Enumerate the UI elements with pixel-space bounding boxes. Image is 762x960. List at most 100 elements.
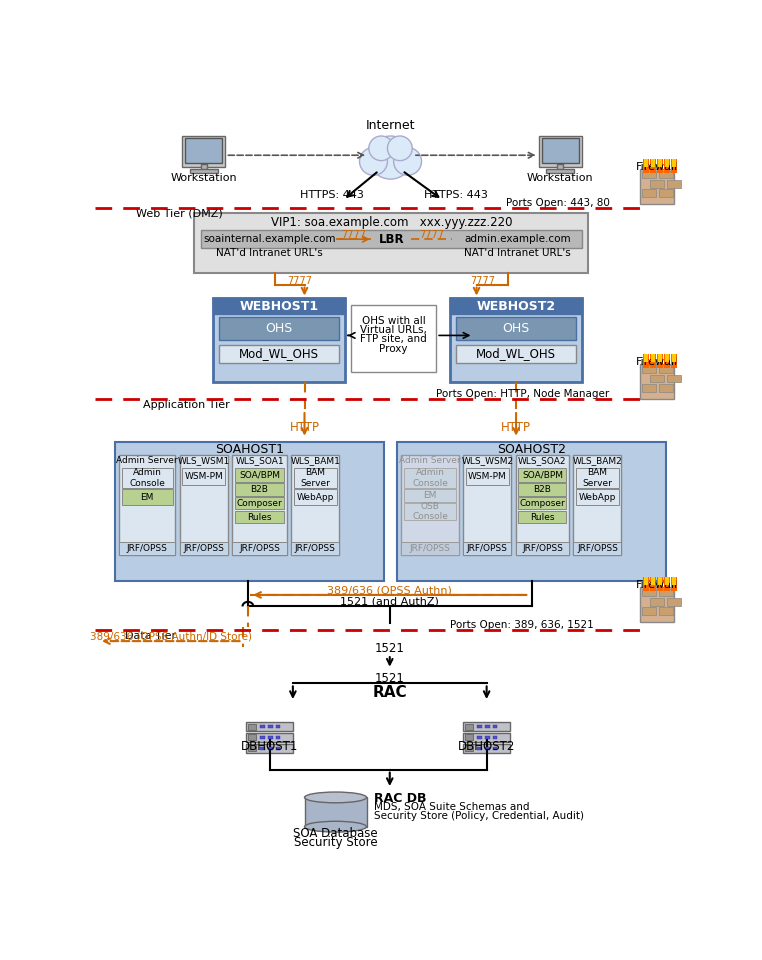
Bar — [213, 299, 344, 382]
Text: Firewall: Firewall — [636, 356, 678, 367]
Text: soainternal.example.com: soainternal.example.com — [203, 234, 336, 244]
Text: Admin
Console: Admin Console — [130, 468, 165, 488]
Text: JRF/OPSS: JRF/OPSS — [239, 544, 280, 553]
Text: NAT'd Intranet URL's: NAT'd Intranet URL's — [464, 248, 571, 258]
Bar — [640, 588, 674, 622]
Bar — [235, 497, 284, 510]
Bar — [293, 490, 337, 505]
Bar — [185, 138, 223, 163]
Bar — [665, 159, 669, 167]
Bar — [219, 345, 338, 363]
Text: WSM-PM: WSM-PM — [184, 471, 223, 481]
Text: 7777: 7777 — [287, 276, 312, 286]
Bar — [404, 503, 456, 520]
Bar — [200, 230, 582, 249]
Text: B2B: B2B — [251, 485, 268, 494]
Text: EM: EM — [140, 492, 154, 502]
Bar — [574, 455, 622, 555]
Bar — [463, 732, 510, 742]
Text: JRF/OPSS: JRF/OPSS — [522, 544, 563, 553]
Bar — [261, 725, 265, 728]
Bar — [485, 747, 490, 750]
Text: HTTPS: 443: HTTPS: 443 — [424, 190, 488, 201]
Bar — [219, 317, 338, 340]
Bar — [235, 468, 284, 482]
Text: Mod_WL_OHS: Mod_WL_OHS — [476, 348, 556, 360]
Bar — [276, 725, 280, 728]
Bar — [546, 169, 575, 173]
Text: 389/636 (OPSS Authn): 389/636 (OPSS Authn) — [328, 586, 452, 595]
Bar — [664, 159, 670, 173]
Text: SOA Database: SOA Database — [293, 828, 378, 840]
Bar — [650, 180, 664, 187]
Bar — [644, 577, 648, 585]
Bar — [650, 598, 664, 606]
Bar — [268, 735, 273, 739]
Bar — [463, 722, 510, 732]
Circle shape — [394, 148, 421, 176]
Bar — [397, 443, 667, 581]
Bar — [114, 443, 384, 581]
Bar — [643, 159, 648, 173]
Text: Ports Open: 443, 80: Ports Open: 443, 80 — [506, 198, 610, 208]
Bar — [248, 745, 256, 752]
Text: OHS: OHS — [265, 322, 293, 335]
Bar — [658, 354, 661, 362]
Text: Application Tier: Application Tier — [143, 399, 230, 410]
Bar — [493, 725, 498, 728]
Text: Proxy: Proxy — [379, 344, 408, 353]
Bar — [122, 490, 173, 505]
Bar — [650, 374, 664, 382]
Bar — [232, 541, 287, 555]
Bar — [642, 384, 655, 392]
Bar — [650, 354, 655, 368]
Bar — [644, 159, 648, 167]
Text: Security Store: Security Store — [293, 836, 377, 850]
Text: Firewall: Firewall — [636, 162, 678, 172]
Bar — [672, 577, 676, 585]
Text: Firewall: Firewall — [636, 580, 678, 589]
Bar — [493, 747, 498, 750]
Bar — [640, 364, 674, 398]
Bar — [643, 354, 648, 368]
Bar — [664, 577, 670, 591]
Bar — [518, 483, 566, 495]
Bar — [658, 384, 673, 392]
Text: B2B: B2B — [533, 485, 552, 494]
Bar — [465, 724, 472, 730]
Text: 1521: 1521 — [375, 672, 405, 685]
Bar — [200, 164, 207, 170]
Text: WLS_SOA1: WLS_SOA1 — [235, 456, 284, 466]
Text: Composer: Composer — [237, 499, 283, 508]
Bar — [246, 732, 293, 742]
Bar — [493, 735, 498, 739]
Bar — [658, 588, 673, 596]
Text: admin.example.com: admin.example.com — [464, 234, 571, 244]
Bar — [671, 354, 677, 368]
Bar — [576, 468, 620, 488]
Bar — [574, 541, 622, 555]
Bar — [516, 541, 568, 555]
Text: Workstation: Workstation — [171, 174, 237, 183]
Ellipse shape — [305, 792, 367, 803]
Text: BAM
Server: BAM Server — [582, 468, 613, 488]
Text: WLS_BAM2: WLS_BAM2 — [572, 456, 623, 466]
Text: SOA/BPM: SOA/BPM — [522, 470, 563, 479]
Bar — [477, 747, 482, 750]
Bar — [651, 577, 655, 585]
Circle shape — [369, 136, 394, 160]
Bar — [516, 455, 568, 555]
Text: DBHOST1: DBHOST1 — [241, 740, 298, 753]
Text: Workstation: Workstation — [527, 174, 594, 183]
Bar — [235, 483, 284, 495]
Text: Security Store (Policy, Credential, Audit): Security Store (Policy, Credential, Audi… — [374, 811, 584, 821]
Text: WLS_WSM2: WLS_WSM2 — [461, 456, 514, 466]
Text: NAT'd Intranet URL's: NAT'd Intranet URL's — [216, 248, 323, 258]
Bar — [671, 577, 677, 591]
Bar — [518, 511, 566, 523]
Text: Admin Server: Admin Server — [117, 456, 178, 466]
Text: HTTP: HTTP — [290, 420, 319, 434]
Bar — [248, 734, 256, 740]
Text: VIP1: soa.example.com   xxx.yyy.zzz.220: VIP1: soa.example.com xxx.yyy.zzz.220 — [271, 216, 512, 228]
Text: 389/636 (OPSS Authn/ID Store): 389/636 (OPSS Authn/ID Store) — [90, 632, 252, 641]
